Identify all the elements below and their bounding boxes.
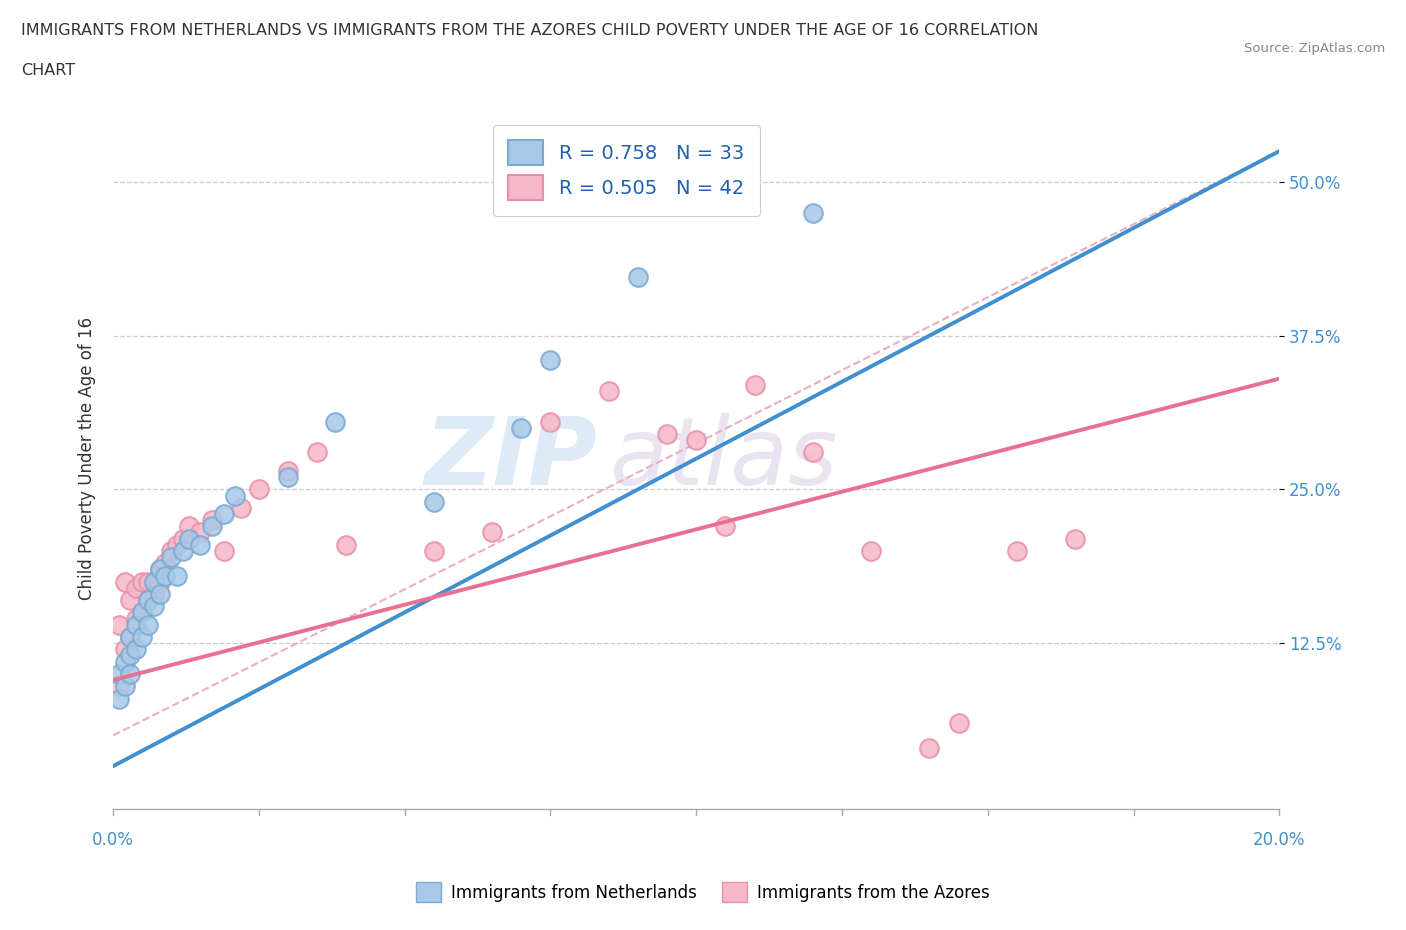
Text: Source: ZipAtlas.com: Source: ZipAtlas.com — [1244, 42, 1385, 55]
Point — [114, 642, 136, 657]
Point — [160, 543, 183, 558]
Point — [125, 611, 148, 626]
Point — [120, 630, 142, 644]
Point — [685, 432, 707, 447]
Point — [142, 574, 165, 589]
Point — [160, 550, 183, 565]
Point — [627, 269, 650, 284]
Point — [136, 618, 159, 632]
Point — [212, 507, 235, 522]
Point — [860, 543, 883, 558]
Point — [744, 378, 766, 392]
Point — [1005, 543, 1028, 558]
Point — [247, 482, 270, 497]
Point — [149, 562, 172, 577]
Point — [481, 525, 503, 540]
Point — [422, 543, 444, 558]
Point — [131, 605, 153, 620]
Point — [1064, 531, 1087, 546]
Point — [948, 716, 970, 731]
Point — [231, 500, 253, 515]
Legend: R = 0.758   N = 33, R = 0.505   N = 42: R = 0.758 N = 33, R = 0.505 N = 42 — [492, 125, 759, 216]
Point — [149, 587, 172, 602]
Point — [714, 519, 737, 534]
Point — [155, 556, 177, 571]
Point — [131, 630, 153, 644]
Y-axis label: Child Poverty Under the Age of 16: Child Poverty Under the Age of 16 — [79, 317, 96, 600]
Point — [538, 352, 561, 367]
Point — [201, 519, 224, 534]
Point — [177, 531, 200, 546]
Legend: Immigrants from Netherlands, Immigrants from the Azores: Immigrants from Netherlands, Immigrants … — [408, 873, 998, 910]
Point — [125, 618, 148, 632]
Point — [655, 427, 678, 442]
Point — [136, 574, 159, 589]
Point — [125, 642, 148, 657]
Point — [190, 538, 212, 552]
Text: atlas: atlas — [609, 413, 837, 504]
Point — [172, 543, 194, 558]
Point — [307, 445, 329, 460]
Point — [224, 488, 246, 503]
Text: ZIP: ZIP — [425, 413, 598, 505]
Point — [201, 512, 224, 527]
Point — [190, 525, 212, 540]
Point — [114, 654, 136, 669]
Text: 0.0%: 0.0% — [91, 831, 134, 849]
Point — [131, 574, 153, 589]
Point — [149, 562, 172, 577]
Point — [277, 463, 299, 478]
Point — [149, 574, 172, 589]
Point — [155, 568, 177, 583]
Point — [107, 667, 129, 682]
Point — [142, 587, 165, 602]
Point — [177, 519, 200, 534]
Point — [166, 568, 188, 583]
Point — [114, 574, 136, 589]
Point — [510, 420, 533, 435]
Point — [136, 592, 159, 607]
Point — [212, 543, 235, 558]
Text: 20.0%: 20.0% — [1253, 831, 1306, 849]
Point — [120, 592, 142, 607]
Point — [107, 618, 129, 632]
Point — [277, 470, 299, 485]
Point — [114, 679, 136, 694]
Point — [107, 691, 129, 706]
Point — [131, 605, 153, 620]
Point — [125, 580, 148, 595]
Point — [120, 667, 142, 682]
Point — [801, 445, 824, 460]
Point — [335, 538, 357, 552]
Point — [172, 531, 194, 546]
Point — [120, 648, 142, 663]
Point — [422, 494, 444, 509]
Point — [598, 383, 620, 398]
Point — [918, 740, 941, 755]
Point — [136, 592, 159, 607]
Point — [120, 630, 142, 644]
Point — [801, 206, 824, 220]
Text: IMMIGRANTS FROM NETHERLANDS VS IMMIGRANTS FROM THE AZORES CHILD POVERTY UNDER TH: IMMIGRANTS FROM NETHERLANDS VS IMMIGRANT… — [21, 23, 1039, 38]
Point — [107, 679, 129, 694]
Text: CHART: CHART — [21, 63, 75, 78]
Point — [166, 538, 188, 552]
Point — [142, 599, 165, 614]
Point — [538, 414, 561, 429]
Point — [323, 414, 346, 429]
